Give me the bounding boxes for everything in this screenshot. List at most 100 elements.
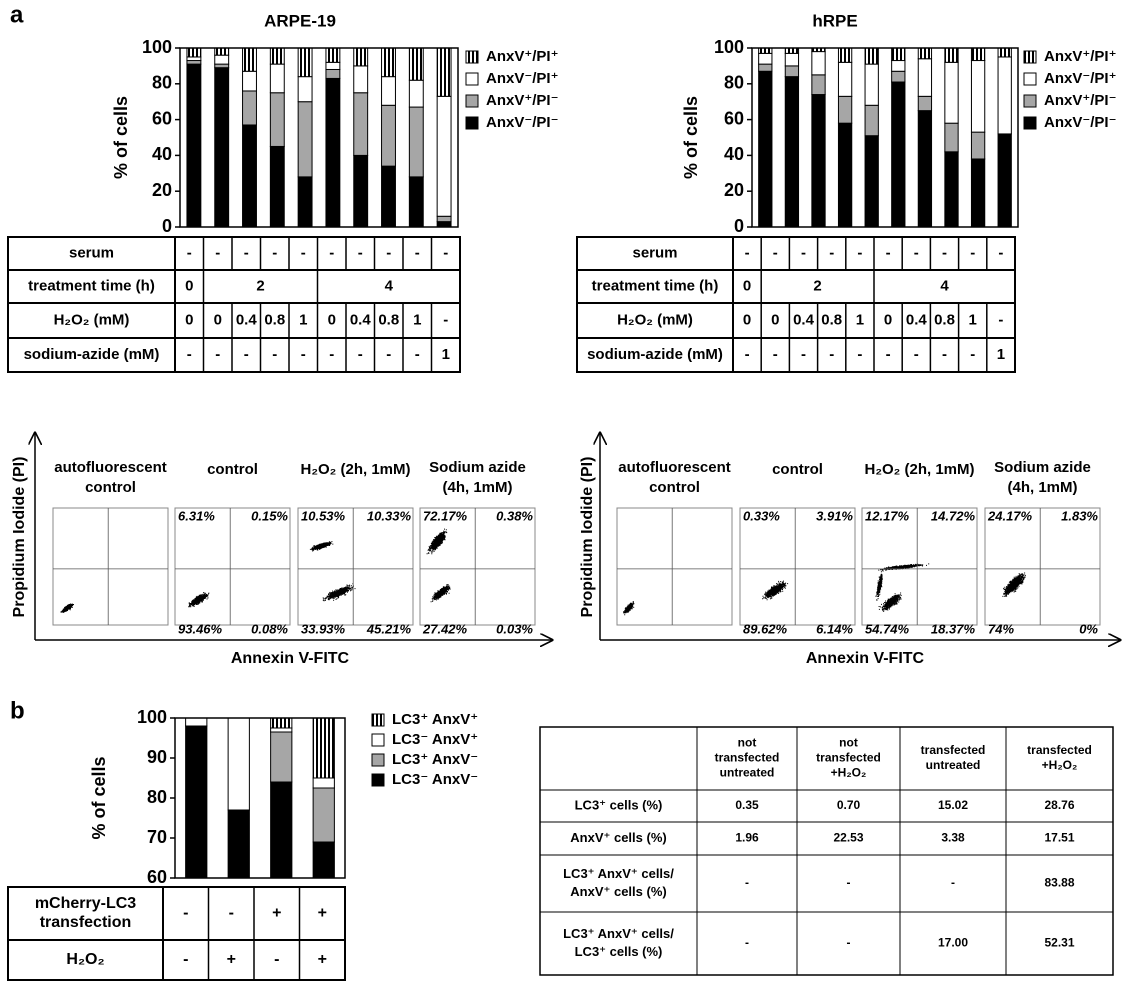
table-cell: +	[318, 951, 327, 968]
bar-segment	[408, 106, 424, 178]
dot-cloud	[426, 528, 451, 603]
legend-swatch	[465, 50, 479, 64]
column-header: transfected	[1027, 743, 1092, 757]
bar-segment	[944, 61, 959, 124]
quadrant-percent: 74%	[988, 621, 1014, 636]
table-cell: 83.88	[1044, 876, 1074, 890]
table-cell: 0	[743, 311, 751, 328]
legend-label: AnxV⁻/PI⁺	[1044, 70, 1117, 87]
quadrant-percent: 12.17%	[865, 508, 910, 523]
table-cell: -	[970, 346, 975, 363]
bar-segment	[997, 47, 1012, 58]
table-cell: -	[386, 244, 391, 261]
bar-segment	[408, 47, 424, 81]
legend-swatch	[1023, 50, 1037, 64]
bar-segment	[864, 47, 879, 65]
legend-swatch	[371, 753, 385, 767]
table-cell: 1.96	[735, 831, 759, 845]
table-cell: 2	[813, 277, 821, 294]
bar-segment	[242, 124, 257, 228]
bar-segment	[270, 727, 293, 733]
quadrant-percent: 0.03%	[496, 621, 533, 636]
quadrant-percent: 10.53%	[301, 508, 346, 523]
legend-swatch	[465, 94, 479, 108]
column-header: transfected	[816, 751, 881, 765]
x-axis-label: Annexin V-FITC	[806, 650, 925, 667]
legend-swatch	[1023, 72, 1037, 86]
table-cell: -	[745, 244, 750, 261]
table-cell: -	[942, 346, 947, 363]
bar-segment	[997, 56, 1012, 135]
plot-frame	[179, 47, 459, 228]
table-cell: -	[358, 244, 363, 261]
table-cell: 0	[771, 311, 779, 328]
table-cell: -	[443, 311, 448, 328]
y-tick-label: 60	[152, 108, 172, 128]
bar-segment	[297, 47, 313, 78]
legend-label: AnxV⁻/PI⁻	[486, 114, 559, 131]
table-cell: 0.70	[837, 798, 861, 812]
table-cell: -	[886, 346, 891, 363]
table-cell: 0	[884, 311, 892, 328]
table-cell: 0	[328, 311, 336, 328]
table-cell: -	[329, 244, 334, 261]
table-cell: 15.02	[938, 798, 968, 812]
row-label: LC3⁺ AnxV⁺ cells/	[563, 866, 674, 881]
quadrant-percent: 1.83%	[1061, 508, 1098, 523]
legend-swatch	[1023, 94, 1037, 108]
table-cell: 0	[743, 277, 751, 294]
bar-segment	[997, 133, 1012, 228]
table-cell: 0.4	[793, 311, 815, 328]
bar-segment	[185, 717, 208, 727]
table-cell: -	[745, 936, 749, 950]
table-cell: -	[773, 244, 778, 261]
bar-segment	[891, 60, 906, 72]
plot-title: Sodium azide	[994, 459, 1091, 476]
bar-segment	[758, 47, 773, 54]
table-cell: +	[318, 905, 327, 922]
table-cell: 0.8	[934, 311, 955, 328]
table-cell: 4	[940, 277, 949, 294]
bar-segment	[227, 717, 250, 811]
table-cell: 3.38	[941, 831, 965, 845]
table-cell: 1	[969, 311, 977, 328]
table-cell: 0.8	[821, 311, 842, 328]
plot-title: Sodium azide	[429, 459, 526, 476]
table-cell: 52.31	[1044, 936, 1074, 950]
bar-segment	[408, 176, 424, 228]
y-tick-label: 20	[152, 180, 172, 200]
table-cell: 0	[214, 311, 222, 328]
bar-segment	[312, 841, 335, 879]
bar-segment	[917, 58, 933, 97]
bar-segment	[353, 65, 369, 94]
legend-label: LC3⁻ AnxV⁺	[392, 731, 478, 748]
table-cell: -	[829, 244, 834, 261]
bar-segment	[811, 94, 826, 228]
bar-segment	[381, 47, 396, 78]
table-cell: -	[229, 905, 234, 922]
bar-segment	[312, 787, 335, 843]
plot-frame	[174, 507, 291, 626]
table-cell: -	[773, 346, 778, 363]
table-cell: -	[386, 346, 391, 363]
dot-cloud	[1002, 572, 1026, 597]
bar-segment	[811, 74, 826, 96]
bar-segment	[436, 221, 452, 228]
row-label: mCherry-LC3	[35, 895, 136, 912]
bar-segment	[944, 151, 959, 228]
y-tick-label: 0	[734, 216, 744, 236]
legend-label: AnxV⁻/PI⁻	[1044, 114, 1117, 131]
table-cell: 1	[442, 346, 450, 363]
y-axis-label: % of cells	[111, 96, 131, 179]
column-header: not	[839, 736, 858, 750]
table-cell: -	[857, 346, 862, 363]
bar-segment	[270, 717, 293, 729]
bar-segment	[269, 47, 285, 65]
table-cell: +	[272, 905, 281, 922]
legend-swatch	[465, 72, 479, 86]
table-frame	[539, 726, 1114, 976]
dot-cloud	[188, 592, 210, 608]
legend-swatch	[465, 116, 479, 130]
bar-segment	[214, 67, 230, 228]
